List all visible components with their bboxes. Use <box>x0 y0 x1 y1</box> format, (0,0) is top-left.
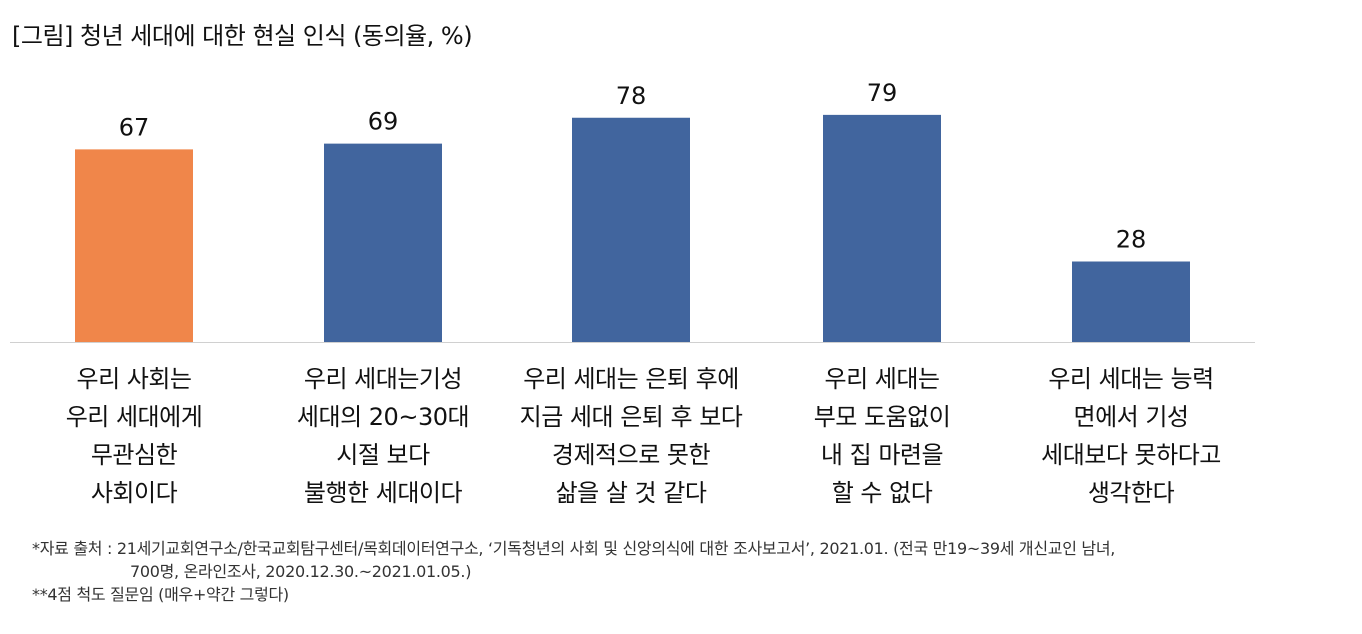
category-label-line: 세대의 20~30대 <box>296 403 470 431</box>
category-label-line: 우리 세대는 능력 <box>1048 365 1214 393</box>
category-label-line: 사회이다 <box>90 479 178 507</box>
category-label-line: 우리 세대는 <box>824 365 940 393</box>
category-label-line: 지금 세대 은퇴 후 보다 <box>519 403 743 431</box>
bar-5 <box>1072 261 1190 342</box>
category-label-line: 시절 보다 <box>336 441 430 469</box>
category-label-line: 세대보다 못하다고 <box>1041 441 1221 469</box>
data-label-2: 69 <box>368 108 399 136</box>
chart-title: [그림] 청년 세대에 대한 현실 인식 (동의율, %) <box>12 22 473 50</box>
category-label-line: 경제적으로 못한 <box>551 441 711 469</box>
bar-3 <box>572 117 690 342</box>
scale-note: **4점 척도 질문임 (매우+약간 그렇다) <box>32 585 289 604</box>
footnotes: *자료 출처 : 21세기교회연구소/한국교회탐구센터/목회데이터연구소, ‘기… <box>32 537 1115 606</box>
data-label-5: 28 <box>1116 226 1147 254</box>
category-label-line: 우리 세대에게 <box>65 403 203 431</box>
category-label-line: 삶을 살 것 같다 <box>555 479 707 507</box>
category-label-line: 무관심한 <box>90 441 178 469</box>
data-label-3: 78 <box>616 82 647 110</box>
data-label-1: 67 <box>119 113 150 141</box>
category-label-line: 할 수 없다 <box>831 479 933 507</box>
data-label-4: 79 <box>867 79 898 107</box>
category-label-line: 우리 세대는 은퇴 후에 <box>523 365 739 393</box>
category-label-line: 우리 사회는 <box>76 365 192 393</box>
bar-2 <box>324 143 442 342</box>
category-label-line: 생각한다 <box>1087 479 1175 507</box>
bar-1 <box>75 149 193 342</box>
bar-chart: 67 69 78 79 28 <box>10 79 1255 343</box>
bar-4 <box>823 114 941 342</box>
source-note-line2: 700명, 온라인조사, 2020.12.30.~2021.01.05.) <box>130 562 472 581</box>
category-label-line: 부모 도움없이 <box>813 403 951 431</box>
category-label-line: 우리 세대는기성 <box>303 365 463 393</box>
category-label-line: 불행한 세대이다 <box>303 479 463 507</box>
category-label-line: 내 집 마련을 <box>820 441 944 469</box>
category-label-line: 면에서 기성 <box>1073 403 1189 431</box>
source-note-line1: *자료 출처 : 21세기교회연구소/한국교회탐구센터/목회데이터연구소, ‘기… <box>32 539 1116 558</box>
